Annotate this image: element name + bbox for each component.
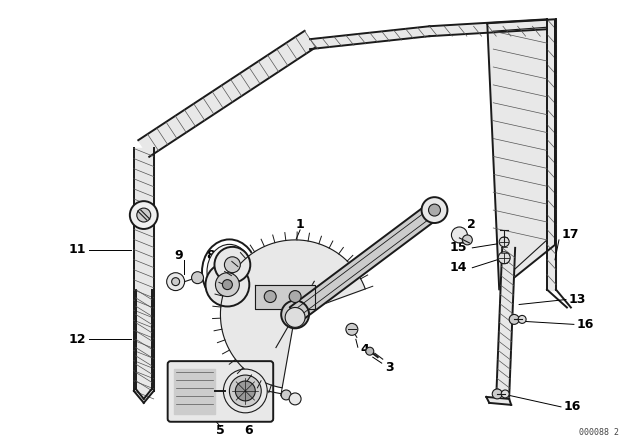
Circle shape: [229, 375, 261, 407]
Circle shape: [429, 204, 440, 216]
Circle shape: [205, 263, 250, 306]
Circle shape: [191, 271, 204, 284]
Polygon shape: [136, 289, 152, 389]
Circle shape: [289, 393, 301, 405]
Circle shape: [236, 381, 255, 401]
Circle shape: [281, 301, 309, 328]
Circle shape: [499, 237, 509, 247]
Circle shape: [264, 291, 276, 302]
Circle shape: [462, 235, 472, 245]
Polygon shape: [487, 19, 555, 289]
Text: 3: 3: [385, 361, 394, 374]
Circle shape: [285, 307, 305, 327]
Text: 000088 2: 000088 2: [579, 428, 619, 437]
Polygon shape: [486, 397, 511, 405]
Text: 12: 12: [68, 333, 86, 346]
Text: 4: 4: [360, 343, 369, 356]
Polygon shape: [310, 26, 429, 49]
Ellipse shape: [207, 244, 252, 299]
Polygon shape: [496, 248, 515, 397]
Circle shape: [216, 273, 239, 297]
Text: 9: 9: [174, 249, 183, 262]
Text: 11: 11: [68, 243, 86, 256]
Text: 7: 7: [232, 249, 241, 262]
Text: 6: 6: [244, 424, 253, 437]
Polygon shape: [290, 203, 440, 322]
Text: 2: 2: [467, 219, 476, 232]
Polygon shape: [136, 389, 152, 399]
Circle shape: [451, 227, 467, 243]
Text: 15: 15: [450, 241, 467, 254]
Polygon shape: [547, 19, 556, 289]
Polygon shape: [255, 284, 315, 310]
Polygon shape: [138, 31, 316, 157]
Circle shape: [501, 390, 509, 398]
Text: 16: 16: [577, 318, 595, 331]
Text: 8: 8: [206, 249, 215, 262]
Polygon shape: [134, 148, 154, 391]
Circle shape: [289, 309, 301, 320]
Circle shape: [166, 273, 184, 291]
Circle shape: [492, 389, 502, 399]
Text: 13: 13: [569, 293, 586, 306]
Circle shape: [366, 347, 374, 355]
Circle shape: [422, 197, 447, 223]
Circle shape: [289, 291, 301, 302]
Text: 1: 1: [296, 219, 305, 232]
Circle shape: [130, 201, 157, 229]
Circle shape: [223, 369, 268, 413]
Polygon shape: [429, 19, 547, 36]
Circle shape: [214, 247, 250, 283]
Circle shape: [518, 315, 526, 323]
Text: 5: 5: [216, 424, 225, 437]
FancyBboxPatch shape: [168, 361, 273, 422]
Circle shape: [346, 323, 358, 335]
Circle shape: [172, 278, 180, 286]
Polygon shape: [220, 240, 365, 388]
Polygon shape: [173, 369, 216, 414]
Text: 10: 10: [253, 249, 271, 262]
Text: 17: 17: [562, 228, 579, 241]
Circle shape: [498, 252, 510, 264]
Circle shape: [225, 257, 241, 273]
Text: 14: 14: [450, 261, 467, 274]
Text: 16: 16: [564, 401, 581, 414]
Circle shape: [223, 280, 232, 289]
Circle shape: [509, 314, 519, 324]
Circle shape: [281, 390, 291, 400]
Polygon shape: [134, 391, 154, 403]
Circle shape: [137, 208, 151, 222]
